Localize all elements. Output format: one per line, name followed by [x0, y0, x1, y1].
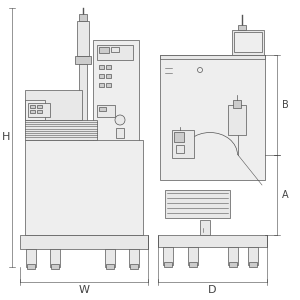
Text: D: D: [208, 285, 216, 295]
Bar: [105, 249, 115, 267]
Bar: [37, 105, 42, 108]
Bar: [106, 74, 111, 78]
Text: B: B: [282, 100, 289, 110]
Bar: [189, 262, 197, 267]
Bar: [238, 25, 246, 30]
Bar: [229, 262, 237, 267]
Bar: [51, 264, 59, 269]
Circle shape: [115, 115, 125, 125]
Bar: [27, 264, 35, 269]
Bar: [79, 14, 87, 21]
Bar: [20, 235, 148, 249]
Bar: [228, 105, 246, 135]
Bar: [111, 47, 119, 52]
Bar: [174, 132, 184, 142]
Bar: [106, 264, 114, 269]
Bar: [164, 262, 172, 267]
Text: W: W: [79, 285, 89, 295]
Bar: [165, 190, 230, 218]
Bar: [99, 47, 109, 53]
Bar: [30, 110, 35, 113]
Bar: [130, 264, 138, 269]
Bar: [25, 120, 97, 140]
Bar: [163, 247, 173, 265]
Bar: [106, 83, 111, 87]
Bar: [248, 247, 258, 265]
Bar: [97, 105, 115, 117]
Bar: [160, 55, 265, 180]
Bar: [99, 83, 104, 87]
Bar: [233, 100, 241, 108]
Bar: [228, 247, 238, 265]
Text: H: H: [2, 132, 10, 142]
Bar: [188, 247, 198, 265]
Bar: [25, 90, 82, 120]
Bar: [116, 128, 124, 138]
Bar: [99, 74, 104, 78]
Bar: [50, 249, 60, 267]
Bar: [30, 105, 35, 108]
Bar: [249, 262, 257, 267]
Bar: [97, 45, 133, 60]
Text: A: A: [282, 190, 289, 200]
Bar: [77, 21, 89, 56]
Bar: [28, 103, 50, 117]
Bar: [99, 65, 104, 69]
Bar: [99, 107, 106, 111]
Bar: [160, 55, 265, 59]
Bar: [232, 30, 264, 105]
Bar: [37, 110, 42, 113]
Bar: [200, 220, 210, 235]
Bar: [176, 145, 184, 153]
Bar: [129, 249, 139, 267]
Bar: [158, 235, 267, 247]
Bar: [106, 65, 111, 69]
Bar: [25, 100, 45, 120]
Bar: [172, 130, 194, 158]
Bar: [25, 140, 143, 235]
Bar: [79, 64, 87, 164]
Bar: [234, 32, 262, 52]
Bar: [93, 40, 139, 165]
Bar: [75, 56, 91, 64]
Bar: [26, 249, 36, 267]
